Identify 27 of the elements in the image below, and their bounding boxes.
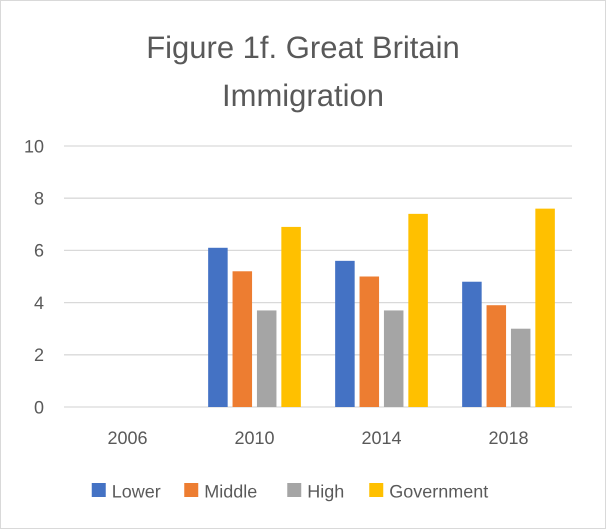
bar: [232, 271, 252, 407]
bar: [384, 310, 404, 407]
bar: [535, 208, 555, 407]
bar: [208, 248, 228, 407]
y-tick-label: 8: [34, 188, 44, 208]
bar: [462, 282, 482, 407]
y-tick-label: 0: [34, 397, 44, 418]
legend-label: Middle: [204, 481, 258, 502]
bar: [486, 305, 506, 407]
bar: [281, 226, 301, 407]
chart-title: Figure 1f. Great Britain Immigration: [146, 30, 460, 113]
bar: [510, 328, 530, 407]
bar: [408, 214, 428, 407]
y-tick-label: 6: [34, 240, 44, 261]
y-tick-label: 10: [24, 136, 44, 156]
x-tick-label: 2010: [234, 428, 275, 448]
x-tick-label: 2006: [107, 428, 148, 448]
bar: [256, 310, 276, 407]
legend-label: Government: [389, 481, 488, 502]
y-tick-label: 2: [34, 345, 44, 366]
bar: [360, 276, 380, 407]
legend-label: Lower: [112, 481, 161, 502]
x-tick-label: 2014: [361, 428, 402, 448]
y-tick-label: 4: [34, 292, 44, 313]
x-tick-label: 2018: [488, 428, 529, 448]
legend-label: High: [307, 481, 344, 502]
bar: [335, 260, 355, 407]
